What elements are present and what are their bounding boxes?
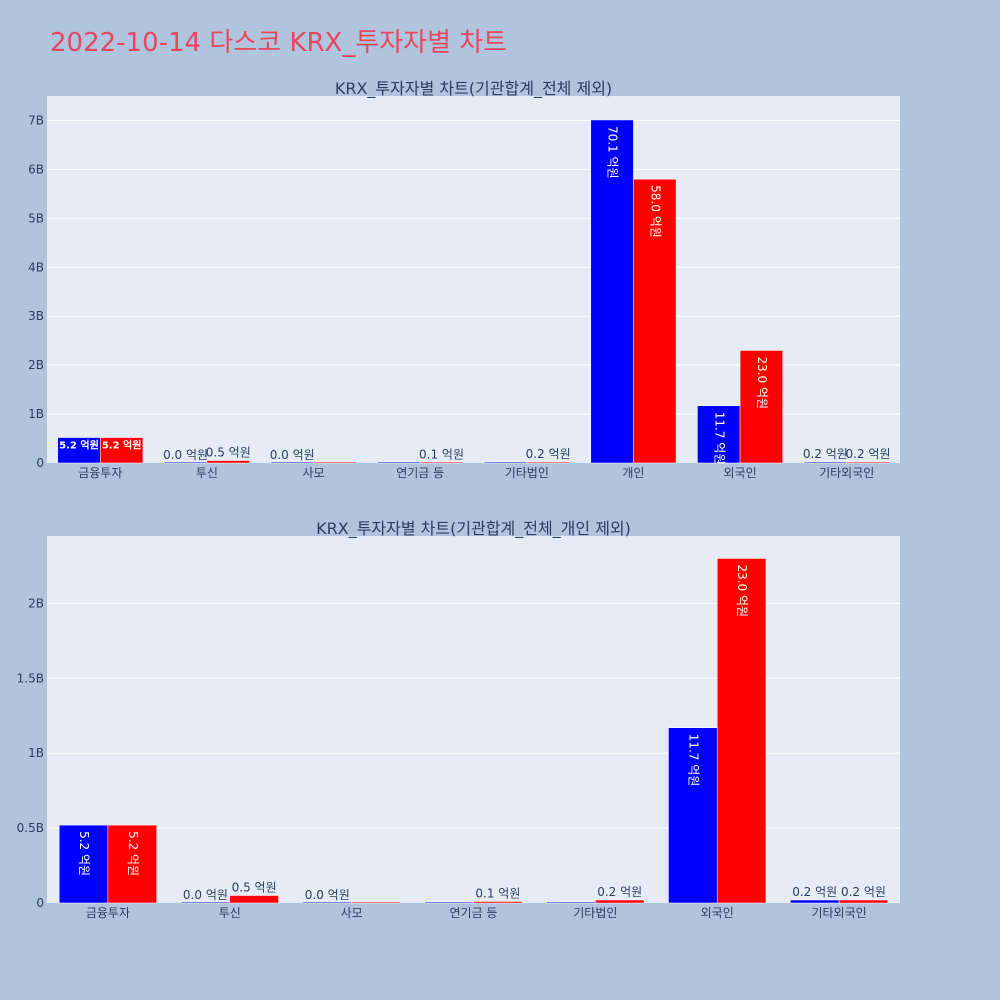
- bar: [846, 461, 890, 464]
- bar: [546, 901, 596, 904]
- y-tick-label: 6B: [28, 162, 44, 176]
- x-tick-label: 사모: [341, 906, 363, 920]
- y-tick-label: 2B: [28, 358, 44, 372]
- data-label: 0.2 억원: [526, 447, 571, 461]
- bar: [838, 899, 889, 904]
- bar: [270, 461, 314, 464]
- bar: [100, 437, 144, 464]
- x-tick-label: 기타법인: [505, 466, 549, 480]
- bar: [790, 899, 840, 904]
- y-tick-label: 4B: [28, 260, 44, 274]
- bar: [697, 405, 741, 464]
- x-tick-label: 사모: [303, 466, 325, 480]
- data-label: 11.7 억원: [712, 412, 726, 465]
- bar: [424, 901, 474, 904]
- page-title: 2022-10-14 다스코 KRX_투자자별 차트: [50, 28, 508, 58]
- chart-title: KRX_투자자별 차트(기관합계_전체 제외): [335, 79, 612, 99]
- bar: [313, 461, 357, 464]
- y-tick-label: 2B: [28, 596, 44, 610]
- x-tick-label: 금융투자: [78, 466, 122, 480]
- bar: [57, 437, 101, 464]
- bar: [206, 460, 250, 464]
- data-label: 5.2 억원: [102, 439, 142, 452]
- y-tick-label: 0.5B: [17, 821, 44, 835]
- y-tick-label: 1.5B: [17, 671, 44, 685]
- bar: [668, 727, 718, 904]
- x-tick-label: 개인: [622, 466, 644, 480]
- x-tick-label: 외국인: [724, 466, 757, 480]
- data-label: 0.5 억원: [232, 881, 277, 895]
- data-label: 0.0 억원: [270, 448, 315, 462]
- data-label: 0.2 억원: [846, 447, 891, 461]
- bar: [419, 461, 464, 464]
- data-label: 0.0 억원: [183, 888, 228, 902]
- y-tick-label: 0: [36, 896, 44, 910]
- y-tick-label: 1B: [28, 407, 44, 421]
- bar: [803, 461, 847, 464]
- y-tick-label: 1B: [28, 746, 44, 760]
- x-tick-label: 투신: [219, 906, 241, 920]
- data-label: 0.5 억원: [206, 446, 251, 460]
- bar: [229, 895, 279, 904]
- data-label: 5.2 억원: [77, 831, 91, 876]
- bar: [483, 461, 528, 464]
- data-label: 23.0 억원: [735, 564, 749, 617]
- bar: [180, 901, 231, 904]
- bar: [164, 461, 208, 464]
- data-label: 0.2 억원: [597, 885, 642, 899]
- bar: [107, 824, 157, 904]
- bar: [302, 901, 352, 904]
- chart-title: KRX_투자자별 차트(기관합계_전체_개인 제외): [316, 519, 631, 539]
- data-label: 5.2 억원: [126, 831, 140, 876]
- bar: [595, 899, 645, 904]
- x-tick-label: 투신: [196, 466, 218, 480]
- bar: [377, 461, 421, 464]
- bar: [633, 178, 677, 464]
- data-label: 0.1 억원: [419, 448, 464, 462]
- bar: [716, 558, 767, 904]
- data-label: 70.1 억원: [606, 126, 620, 179]
- data-label: 5.2 억원: [59, 439, 99, 452]
- x-tick-label: 기타법인: [573, 906, 617, 920]
- bar: [351, 901, 401, 904]
- x-tick-label: 기타외국인: [811, 906, 866, 920]
- bar: [590, 119, 634, 464]
- data-label: 0.2 억원: [803, 447, 848, 461]
- y-tick-label: 3B: [28, 309, 44, 323]
- x-tick-label: 금융투자: [86, 906, 130, 920]
- bar: [473, 901, 523, 904]
- chart-excluding-individual: 0 0.5B 1B 1.5B 2B KRX_투자자별 차트(기관합계_전체_개인 제외) 금…: [17, 519, 900, 920]
- data-label: 0.2 억원: [792, 885, 837, 899]
- x-tick-label: 연기금 등: [396, 466, 444, 480]
- plot-area: [47, 536, 900, 903]
- data-label: 58.0 억원: [648, 185, 662, 238]
- data-label: 23.0 억원: [755, 356, 769, 409]
- bar: [739, 350, 783, 464]
- x-tick-label: 기타외국인: [819, 466, 874, 480]
- data-label: 0.2 억원: [841, 885, 886, 899]
- y-tick-label: 5B: [28, 211, 44, 225]
- data-label: 11.7 억원: [686, 734, 700, 787]
- y-tick-label: 0: [36, 456, 44, 470]
- data-label: 0.0 억원: [163, 448, 208, 462]
- y-tick-label: 7B: [28, 113, 44, 127]
- data-label: 0.0 억원: [305, 888, 350, 902]
- x-tick-label: 외국인: [701, 906, 734, 920]
- data-label: 0.1 억원: [475, 887, 520, 901]
- chart-all-investors: 0 1B 2B 3B 4B 5B 6B 7B KRX_투자자별 차트(기관합계_전체 제외) 금융…: [28, 79, 900, 480]
- bar: [526, 461, 570, 464]
- x-tick-label: 연기금 등: [450, 906, 498, 920]
- bar: [58, 824, 109, 904]
